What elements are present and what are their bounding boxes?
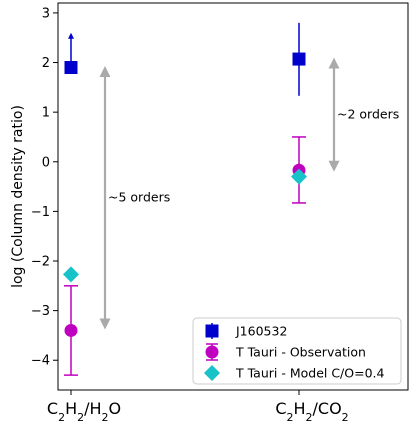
y-tick-label: 2 [42, 56, 50, 71]
legend-marker [204, 365, 220, 381]
legend-label: T Tauri - Observation [235, 345, 366, 360]
data-point [292, 52, 306, 66]
legend-label: T Tauri - Model C/O=0.4 [235, 366, 385, 381]
y-tick-label: 0 [42, 155, 50, 170]
x-category-label: C2H2/H2O [47, 399, 121, 421]
y-tick-label: −2 [31, 255, 50, 270]
data-point [64, 61, 78, 74]
legend-box [192, 317, 402, 385]
y-tick-label: −1 [31, 205, 50, 220]
y-tick-label: −3 [31, 304, 50, 319]
y-tick-label: 1 [42, 106, 50, 121]
x-category-label: C2H2/CO2 [275, 399, 348, 421]
plot-frame [57, 2, 409, 391]
y-axis-title: log (Column density ratio) [10, 105, 26, 288]
data-point [291, 168, 307, 185]
data-point [64, 323, 78, 337]
legend-label: J160532 [235, 324, 287, 339]
data-point [63, 266, 79, 283]
y-tick-label: −4 [31, 354, 50, 369]
legend-marker [205, 345, 219, 359]
legend: J160532 T Tauri - Observation T Tauri - Mo… [192, 317, 402, 385]
range-annotation: ~5 orders [108, 190, 170, 205]
legend-marker [205, 324, 219, 338]
y-tick-label: 3 [42, 6, 50, 21]
range-annotation: ~2 orders [337, 107, 399, 122]
